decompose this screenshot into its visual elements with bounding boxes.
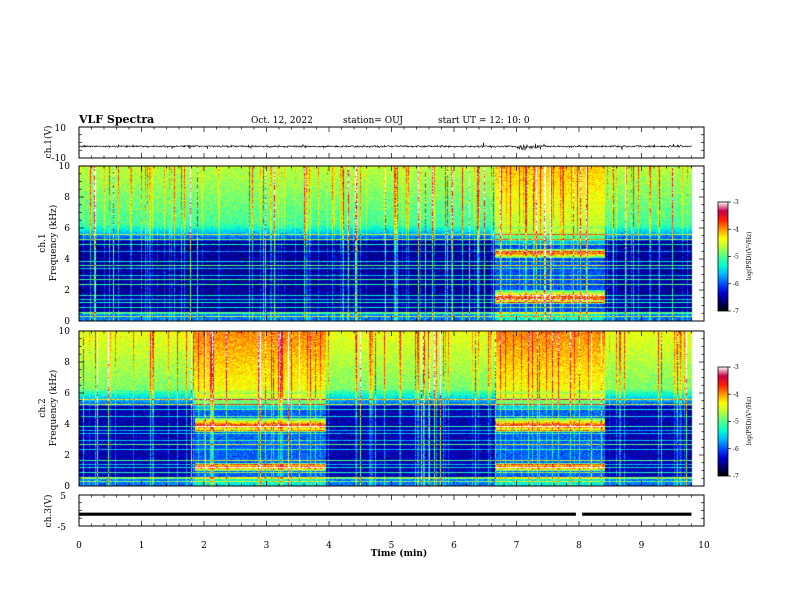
ch2-spectrogram-ylabel-freq: Frequency (kHz)	[48, 370, 59, 447]
colorbar-tick-label: -7	[733, 308, 739, 315]
time-tick-label: 10	[698, 541, 710, 551]
ch2-colorbar: -3 -4 -5 -6 -7 log(PSD)(V²/Hz)	[717, 364, 753, 480]
ch1-spectrogram-ylabel-channel: ch.1	[38, 233, 48, 252]
freq-tick-label: 2	[64, 286, 70, 296]
freq-tick-label: 8	[64, 193, 70, 203]
start-time-label: start UT = 12: 10: 0	[438, 116, 530, 126]
time-axis-label: Time (min)	[371, 548, 428, 559]
freq-tick-label: 4	[64, 420, 70, 430]
freq-tick-label: 10	[59, 327, 71, 337]
ch3-ytick-top: 5	[60, 492, 66, 502]
ch1-ytick-bottom: -10	[52, 154, 67, 164]
freq-tick-label: 2	[64, 451, 70, 461]
time-tick-label: 6	[451, 541, 457, 551]
ch2-spectrogram-image	[79, 331, 704, 486]
ch3-waveform-panel: 5 -5 ch.3(V) 0 1 2 3 4 5 6 7 8 9 10 Time (min)	[43, 492, 710, 559]
figure-title: VLF Spectra	[78, 113, 154, 126]
freq-tick-label: 6	[64, 224, 70, 234]
station-label: station= OUJ	[343, 116, 403, 126]
time-tick-label: 5	[389, 541, 395, 551]
ch1-spectrogram-ylabel-freq: Frequency (kHz)	[48, 205, 59, 282]
colorbar-tick-label: -5	[733, 254, 739, 261]
freq-tick-label: 0	[64, 317, 70, 327]
ch1-spectrogram-image	[79, 166, 704, 321]
freq-tick-label: 0	[64, 482, 70, 492]
colorbar-tick-label: -6	[733, 281, 739, 288]
ch2-spectrogram-ylabel-channel: ch.2	[38, 398, 48, 417]
ch1-spectrogram-panel: 0 2 4 6 8 10 ch.1 Frequency (kHz)	[38, 162, 705, 327]
time-tick-label: 8	[576, 541, 582, 551]
freq-tick-label: 8	[64, 358, 70, 368]
ch3-ytick-bottom: -5	[57, 523, 66, 533]
time-tick-label: 4	[326, 541, 332, 551]
date-label: Oct. 12, 2022	[251, 116, 313, 126]
ch1-ytick-top: 10	[55, 124, 67, 134]
ch1-colorbar-gradient	[718, 202, 728, 311]
colorbar-tick-label: -4	[733, 391, 739, 398]
freq-tick-label: 6	[64, 389, 70, 399]
colorbar-tick-label: -4	[733, 226, 739, 233]
time-tick-label: 3	[264, 541, 270, 551]
colorbar-tick-label: -3	[733, 364, 739, 371]
ch1-waveform-ylabel: ch.1(V)	[43, 126, 54, 159]
freq-tick-label: 10	[59, 162, 71, 172]
colorbar-tick-label: -6	[733, 446, 739, 453]
time-tick-label: 2	[201, 541, 207, 551]
time-tick-label: 1	[139, 541, 145, 551]
ch3-waveform-ylabel: ch.3(V)	[43, 495, 54, 528]
ch1-colorbar-label: log(PSD)(V²/Hz)	[746, 232, 753, 281]
ch1-waveform-panel: 10 -10 ch.1(V)	[43, 124, 705, 164]
time-tick-label: 9	[639, 541, 645, 551]
time-tick-label: 0	[76, 541, 82, 551]
colorbar-tick-label: -3	[733, 199, 739, 206]
freq-tick-label: 4	[64, 255, 70, 265]
ch1-waveform-trace	[78, 142, 692, 151]
colorbar-tick-label: -5	[733, 419, 739, 426]
ch2-colorbar-label: log(PSD)(V²/Hz)	[746, 397, 753, 446]
colorbar-tick-label: -7	[733, 473, 739, 480]
ch2-colorbar-gradient	[718, 367, 728, 476]
ch2-spectrogram-panel: 0 2 4 6 8 10 ch.2 Frequency (kHz)	[38, 327, 705, 492]
time-tick-label: 7	[514, 541, 520, 551]
ch1-colorbar: -3 -4 -5 -6 -7 log(PSD)(V²/Hz)	[717, 199, 753, 315]
